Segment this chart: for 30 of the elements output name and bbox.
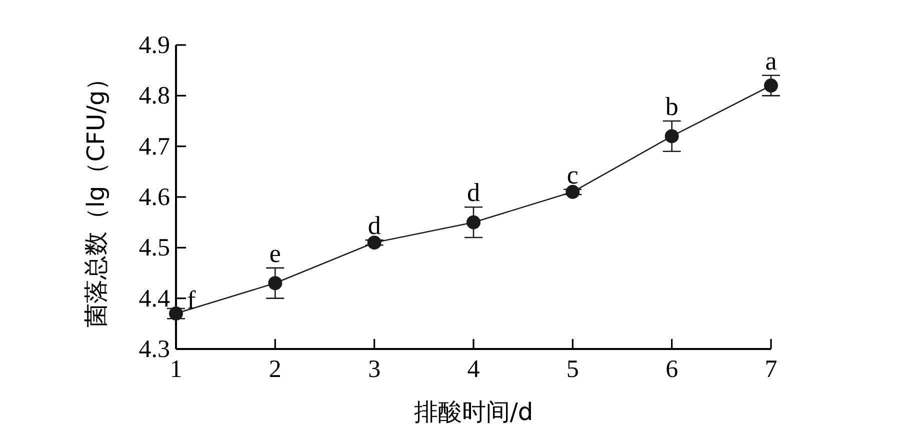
- x-tick-label: 1: [170, 356, 182, 383]
- point: [764, 78, 778, 93]
- point: [268, 276, 282, 290]
- point: [169, 306, 183, 321]
- y-axis-title: 菌落总数（lg（CFU/g）: [82, 66, 110, 328]
- y-tick-label: 4.6: [138, 184, 170, 211]
- point: [566, 184, 580, 199]
- y-tick-label: 4.8: [138, 82, 170, 110]
- x-tick-label: 7: [764, 356, 778, 383]
- x-tick-label: 4: [467, 356, 480, 383]
- annotation: c: [566, 160, 578, 190]
- annotation: d: [368, 211, 381, 240]
- y-tick-label: 4.9: [138, 32, 170, 59]
- annotation: d: [467, 178, 480, 208]
- annotation: a: [765, 46, 778, 76]
- x-tick-label: 3: [368, 356, 381, 383]
- point: [367, 236, 382, 250]
- annotation: b: [665, 92, 678, 121]
- y-tick-label: 4.4: [138, 285, 170, 312]
- annotation: e: [269, 238, 281, 268]
- x-tick-label: 2: [268, 356, 282, 383]
- y-tick-label: 4.7: [138, 133, 170, 160]
- x-axis-title: 排酸时间/d: [414, 398, 534, 426]
- x-tick-label: 5: [566, 356, 579, 383]
- point: [664, 129, 679, 144]
- annotation: f: [187, 286, 196, 315]
- y-tick-label: 4.5: [138, 234, 170, 262]
- point: [466, 215, 480, 230]
- y-tick-label: 4.3: [138, 336, 170, 363]
- x-tick-label: 6: [666, 356, 678, 383]
